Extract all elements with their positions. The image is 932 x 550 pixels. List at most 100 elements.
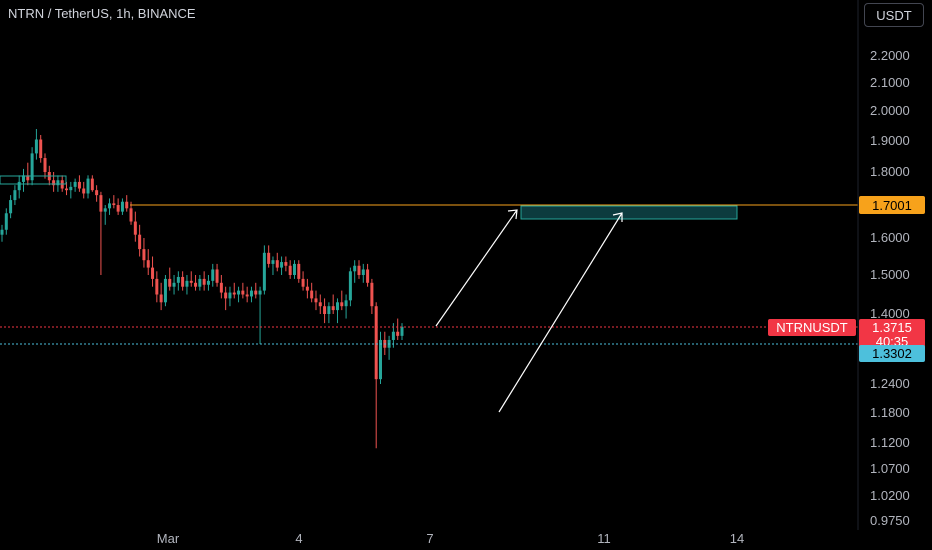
candle-body xyxy=(22,175,26,182)
candle-body xyxy=(176,276,180,283)
resistance-price-label: 1.7001 xyxy=(872,198,912,213)
blue-price-label: 1.3302 xyxy=(872,346,912,361)
candle-67 xyxy=(288,260,292,279)
candle-body xyxy=(151,267,155,279)
target-zone-box[interactable] xyxy=(520,205,738,220)
arrows[interactable] xyxy=(435,209,623,413)
candle-86 xyxy=(370,278,374,314)
candle-48 xyxy=(206,275,210,291)
candle-body xyxy=(146,260,150,268)
candle-61 xyxy=(262,245,266,295)
candle-21 xyxy=(90,175,94,192)
candle-body xyxy=(112,203,116,206)
symbol-title: NTRN / TetherUS, 1h, BINANCE xyxy=(8,6,196,21)
candle-body xyxy=(374,306,378,380)
candle-85 xyxy=(366,263,370,287)
candle-body xyxy=(163,278,167,303)
candle-body xyxy=(142,249,146,261)
candle-20 xyxy=(86,175,90,199)
candle-body xyxy=(65,188,69,191)
candle-body xyxy=(0,229,4,235)
candle-body xyxy=(172,282,176,287)
candle-56 xyxy=(241,282,245,299)
time-tick-1: 4 xyxy=(295,531,302,546)
resistance-price-tag xyxy=(859,196,925,214)
candle-body xyxy=(228,292,232,299)
candle-49 xyxy=(211,263,215,287)
candle-body xyxy=(396,331,400,336)
price-tick-0: 2.2000 xyxy=(870,48,910,63)
candle-body xyxy=(52,180,56,186)
price-tick-4: 1.8000 xyxy=(870,164,910,179)
candle-22 xyxy=(95,185,99,202)
candle-body xyxy=(232,292,236,295)
candle-body xyxy=(73,181,77,187)
candle-body xyxy=(224,292,228,299)
candle-24 xyxy=(103,205,107,225)
candle-54 xyxy=(232,282,236,299)
candle-body xyxy=(254,290,258,295)
candle-body xyxy=(215,269,219,283)
candle-18 xyxy=(77,175,81,192)
arrow-1[interactable] xyxy=(435,209,518,327)
candle-62 xyxy=(267,245,271,268)
currency-button[interactable]: USDT xyxy=(864,3,924,27)
candle-10 xyxy=(43,153,47,179)
arrow-2-head xyxy=(612,212,623,222)
candle-body xyxy=(310,290,314,299)
candle-body xyxy=(56,180,60,186)
candle-19 xyxy=(82,181,86,199)
time-axis[interactable]: Mar 4 7 11 14 xyxy=(157,531,744,546)
price-tick-10: 1.1200 xyxy=(870,435,910,450)
blue-price-tag xyxy=(859,345,925,362)
time-tick-4: 14 xyxy=(730,531,744,546)
price-tick-7: 1.4000 xyxy=(870,306,910,321)
candle-34 xyxy=(146,249,150,275)
candle-body xyxy=(95,190,99,196)
candle-body xyxy=(219,282,223,293)
left-zone-box[interactable] xyxy=(0,175,67,185)
candle-84 xyxy=(361,263,365,283)
candle-3 xyxy=(13,185,17,206)
candle-body xyxy=(378,339,382,380)
arrow-1-head xyxy=(507,209,518,220)
symbol-label: NTRNUSDT xyxy=(776,320,848,335)
candle-body xyxy=(258,290,262,295)
price-axis[interactable]: 2.2000 2.1000 2.0000 1.9000 1.8000 1.6000 1.50… xyxy=(870,48,910,528)
candle-15 xyxy=(65,181,69,196)
price-tick-13: 0.9750 xyxy=(870,513,910,528)
candle-35 xyxy=(151,256,155,287)
candle-57 xyxy=(245,286,249,303)
candle-47 xyxy=(202,271,206,291)
candle-32 xyxy=(138,224,142,257)
candle-body xyxy=(189,280,193,283)
candle-body xyxy=(391,331,395,340)
candle-16 xyxy=(69,181,73,199)
candle-body xyxy=(288,265,292,275)
candle-5 xyxy=(22,168,26,192)
candle-body xyxy=(271,260,275,264)
candle-1 xyxy=(4,208,8,235)
candle-58 xyxy=(249,286,253,303)
candle-78 xyxy=(335,298,339,324)
candle-8 xyxy=(34,129,38,160)
candle-93 xyxy=(400,323,404,340)
candle-63 xyxy=(271,256,275,275)
arrow-2[interactable] xyxy=(498,212,623,413)
price-tick-1: 2.1000 xyxy=(870,75,910,90)
candle-body xyxy=(159,294,163,303)
candle-body xyxy=(275,260,279,268)
candle-66 xyxy=(284,256,288,272)
candle-body xyxy=(181,276,185,287)
candle-0 xyxy=(0,224,4,242)
price-tick-11: 1.0700 xyxy=(870,461,910,476)
candle-body xyxy=(344,300,348,307)
candle-80 xyxy=(344,294,348,319)
candle-79 xyxy=(340,290,344,311)
candle-body xyxy=(335,302,339,311)
candle-body xyxy=(400,326,404,336)
candle-44 xyxy=(189,271,193,287)
candle-2 xyxy=(9,195,13,219)
time-tick-2: 7 xyxy=(426,531,433,546)
